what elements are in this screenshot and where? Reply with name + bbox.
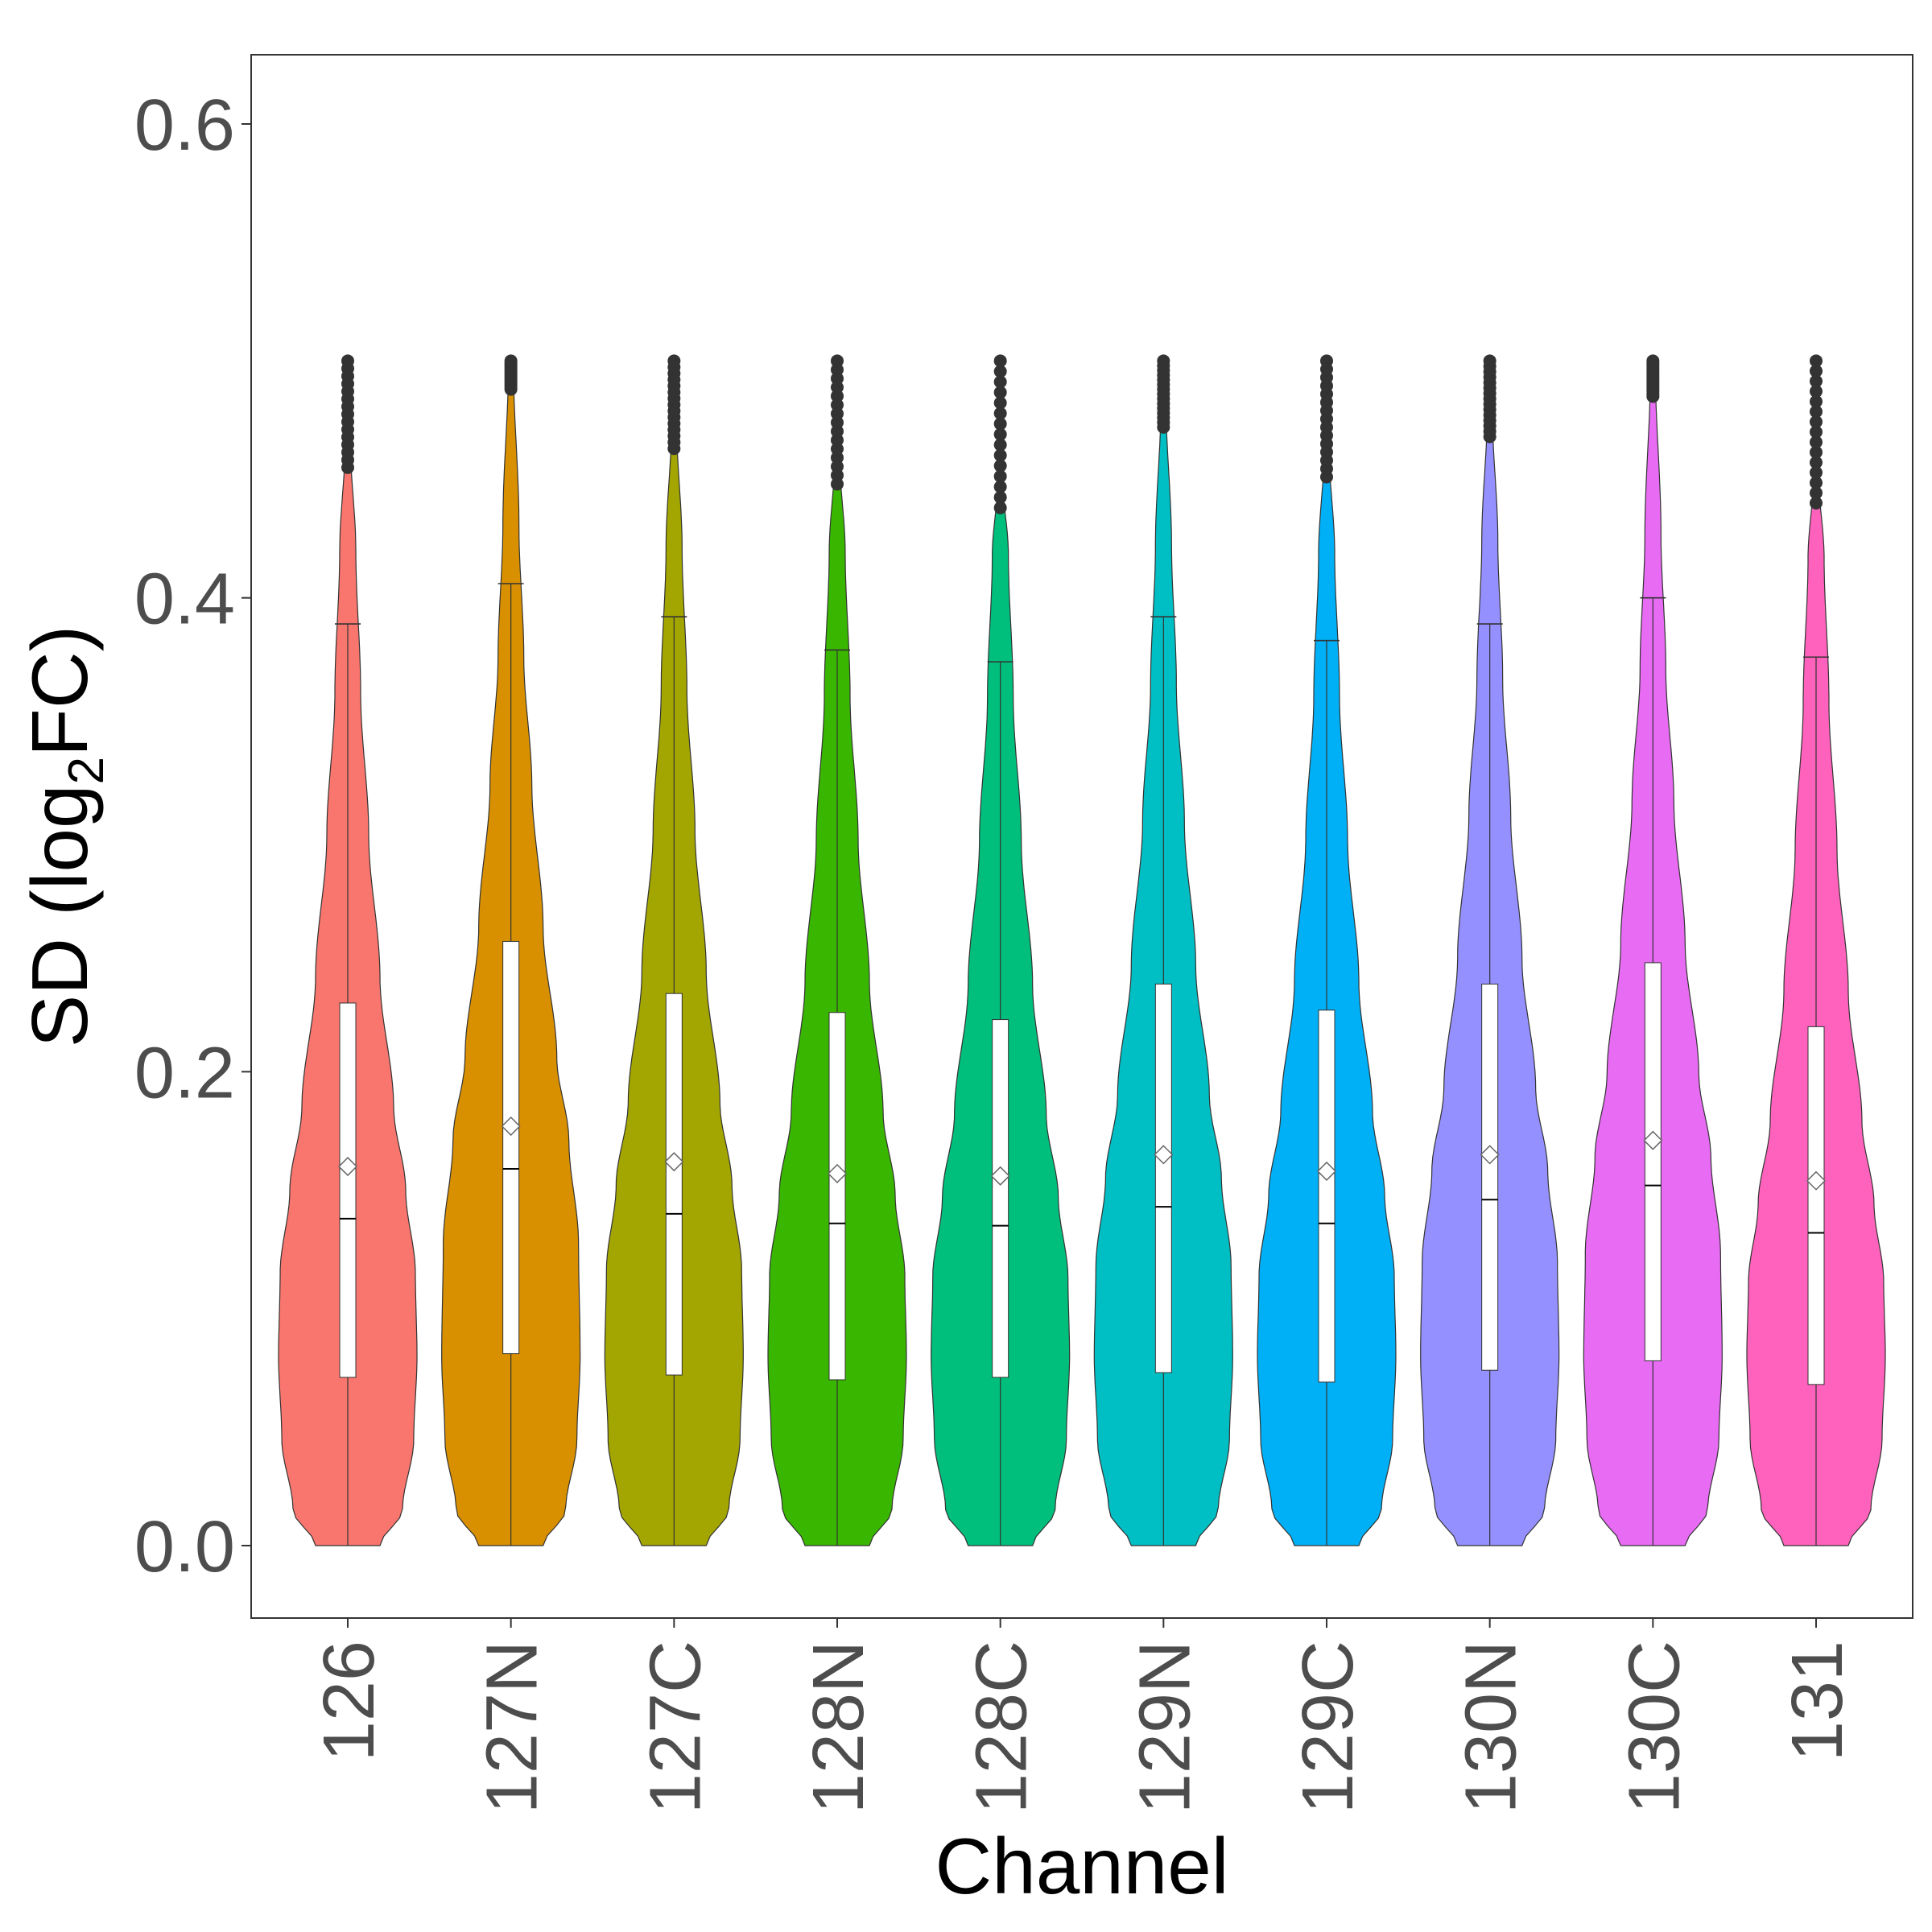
y-axis: 0.0 0.2 0.4 0.6 (134, 85, 251, 1587)
outlier-point-128C (993, 407, 1007, 420)
outlier-point-128C (993, 365, 1007, 378)
x-tick-label: 127N (473, 1641, 553, 1814)
outlier-point-131 (1810, 486, 1823, 500)
x-tick-label: 131 (1777, 1641, 1858, 1761)
iqr-box-131 (1807, 1026, 1825, 1385)
outlier-point-128C (993, 459, 1007, 473)
outlier-point-131 (1810, 354, 1823, 368)
x-tick-label: 129C (1288, 1641, 1368, 1814)
outlier-point-128N (831, 442, 844, 456)
x-tick-label: 128C (962, 1641, 1042, 1814)
iqr-box-129N (1154, 983, 1172, 1373)
outlier-point-128N (831, 469, 844, 482)
x-tick-label: 128N (799, 1641, 879, 1814)
outlier-point-131 (1810, 456, 1823, 469)
outlier-point-131 (1810, 415, 1823, 429)
outlier-point-131 (1810, 364, 1823, 378)
outlier-point-131 (1810, 466, 1823, 480)
outlier-point-128C (993, 448, 1007, 462)
outlier-point-131 (1810, 436, 1823, 449)
outlier-point-128N (831, 407, 844, 420)
y-axis-title: SD (log2FC) (15, 625, 114, 1048)
mean-diamond-128N (827, 1163, 848, 1183)
outlier-point-128N (831, 398, 844, 411)
x-tick-label: 130N (1451, 1641, 1532, 1814)
outlier-point-128C (993, 396, 1007, 410)
plot-panel-border (250, 54, 1913, 1619)
mean-diamond-129C (1316, 1161, 1337, 1182)
outlier-point-128C (993, 386, 1007, 399)
outlier-point-128N (831, 354, 844, 368)
x-tick-label: 127C (635, 1641, 716, 1814)
outlier-point-131 (1810, 405, 1823, 419)
outlier-point-128N (831, 477, 844, 491)
outlier-point-128N (831, 363, 844, 377)
iqr-box-126 (339, 1002, 357, 1378)
outlier-point-127C (667, 354, 681, 368)
mean-diamond-127N (501, 1116, 521, 1137)
y-tick-label: 0.6 (134, 85, 235, 166)
outlier-point-129N (1157, 354, 1170, 368)
outlier-point-131 (1810, 394, 1823, 408)
x-axis-title: Channel (935, 1822, 1228, 1910)
x-tick-label: 130C (1614, 1641, 1695, 1814)
outlier-point-130C (1646, 354, 1660, 368)
x-axis: 126 127N 127C 128N 128C 129N 129C 130N 130C 131 (309, 1618, 1858, 1814)
outlier-point-128C (993, 375, 1007, 389)
outlier-point-130N (1483, 354, 1496, 368)
y-tick-label: 0.4 (134, 559, 235, 640)
outlier-point-127N (504, 354, 518, 368)
outlier-point-128N (831, 424, 844, 438)
x-tick-label: 129N (1125, 1641, 1205, 1814)
mean-diamond-126 (337, 1157, 358, 1177)
x-tick-label: 126 (309, 1641, 390, 1761)
outlier-point-131 (1810, 445, 1823, 459)
y-axis-title-subscript: 2 (59, 757, 114, 784)
outlier-point-128C (993, 490, 1007, 504)
iqr-box-128N (828, 1012, 846, 1381)
outlier-point-128N (831, 372, 844, 386)
outlier-point-128C (993, 417, 1007, 431)
outlier-point-131 (1810, 476, 1823, 489)
mean-diamond-128C (990, 1166, 1010, 1186)
outlier-point-131 (1810, 425, 1823, 439)
outlier-point-128C (993, 480, 1007, 493)
outlier-point-128N (831, 381, 844, 394)
outlier-point-129C (1320, 354, 1333, 368)
outlier-point-128C (993, 469, 1007, 483)
outlier-point-128N (831, 433, 844, 447)
outlier-point-128C (993, 501, 1007, 514)
outlier-point-128C (993, 354, 1007, 368)
outlier-point-131 (1810, 496, 1823, 510)
iqr-box-129C (1318, 1009, 1335, 1383)
iqr-box-130N (1481, 983, 1499, 1371)
outlier-point-128N (831, 460, 844, 473)
iqr-box-130C (1644, 962, 1662, 1361)
mean-diamond-131 (1806, 1170, 1827, 1191)
y-axis-title-main: SD (log (15, 784, 104, 1047)
outlier-point-128C (993, 427, 1007, 441)
outlier-point-128C (993, 438, 1007, 452)
outlier-point-128N (831, 390, 844, 403)
mean-diamond-130C (1643, 1130, 1663, 1150)
mean-diamond-127C (664, 1152, 684, 1172)
iqr-box-127C (665, 993, 683, 1376)
outlier-point-128N (831, 451, 844, 464)
boxplots-layer (335, 354, 1829, 1546)
y-tick-label: 0.0 (134, 1507, 235, 1587)
mean-diamond-130N (1480, 1145, 1500, 1165)
outlier-point-131 (1810, 374, 1823, 388)
y-axis-title-tail: FC) (15, 625, 104, 757)
mean-diamond-129N (1154, 1145, 1174, 1165)
iqr-box-127N (502, 940, 520, 1355)
outlier-point-128N (831, 415, 844, 429)
outlier-point-131 (1810, 385, 1823, 398)
outlier-point-126 (341, 354, 354, 368)
y-tick-label: 0.2 (134, 1033, 235, 1113)
iqr-box-128C (992, 1019, 1009, 1378)
